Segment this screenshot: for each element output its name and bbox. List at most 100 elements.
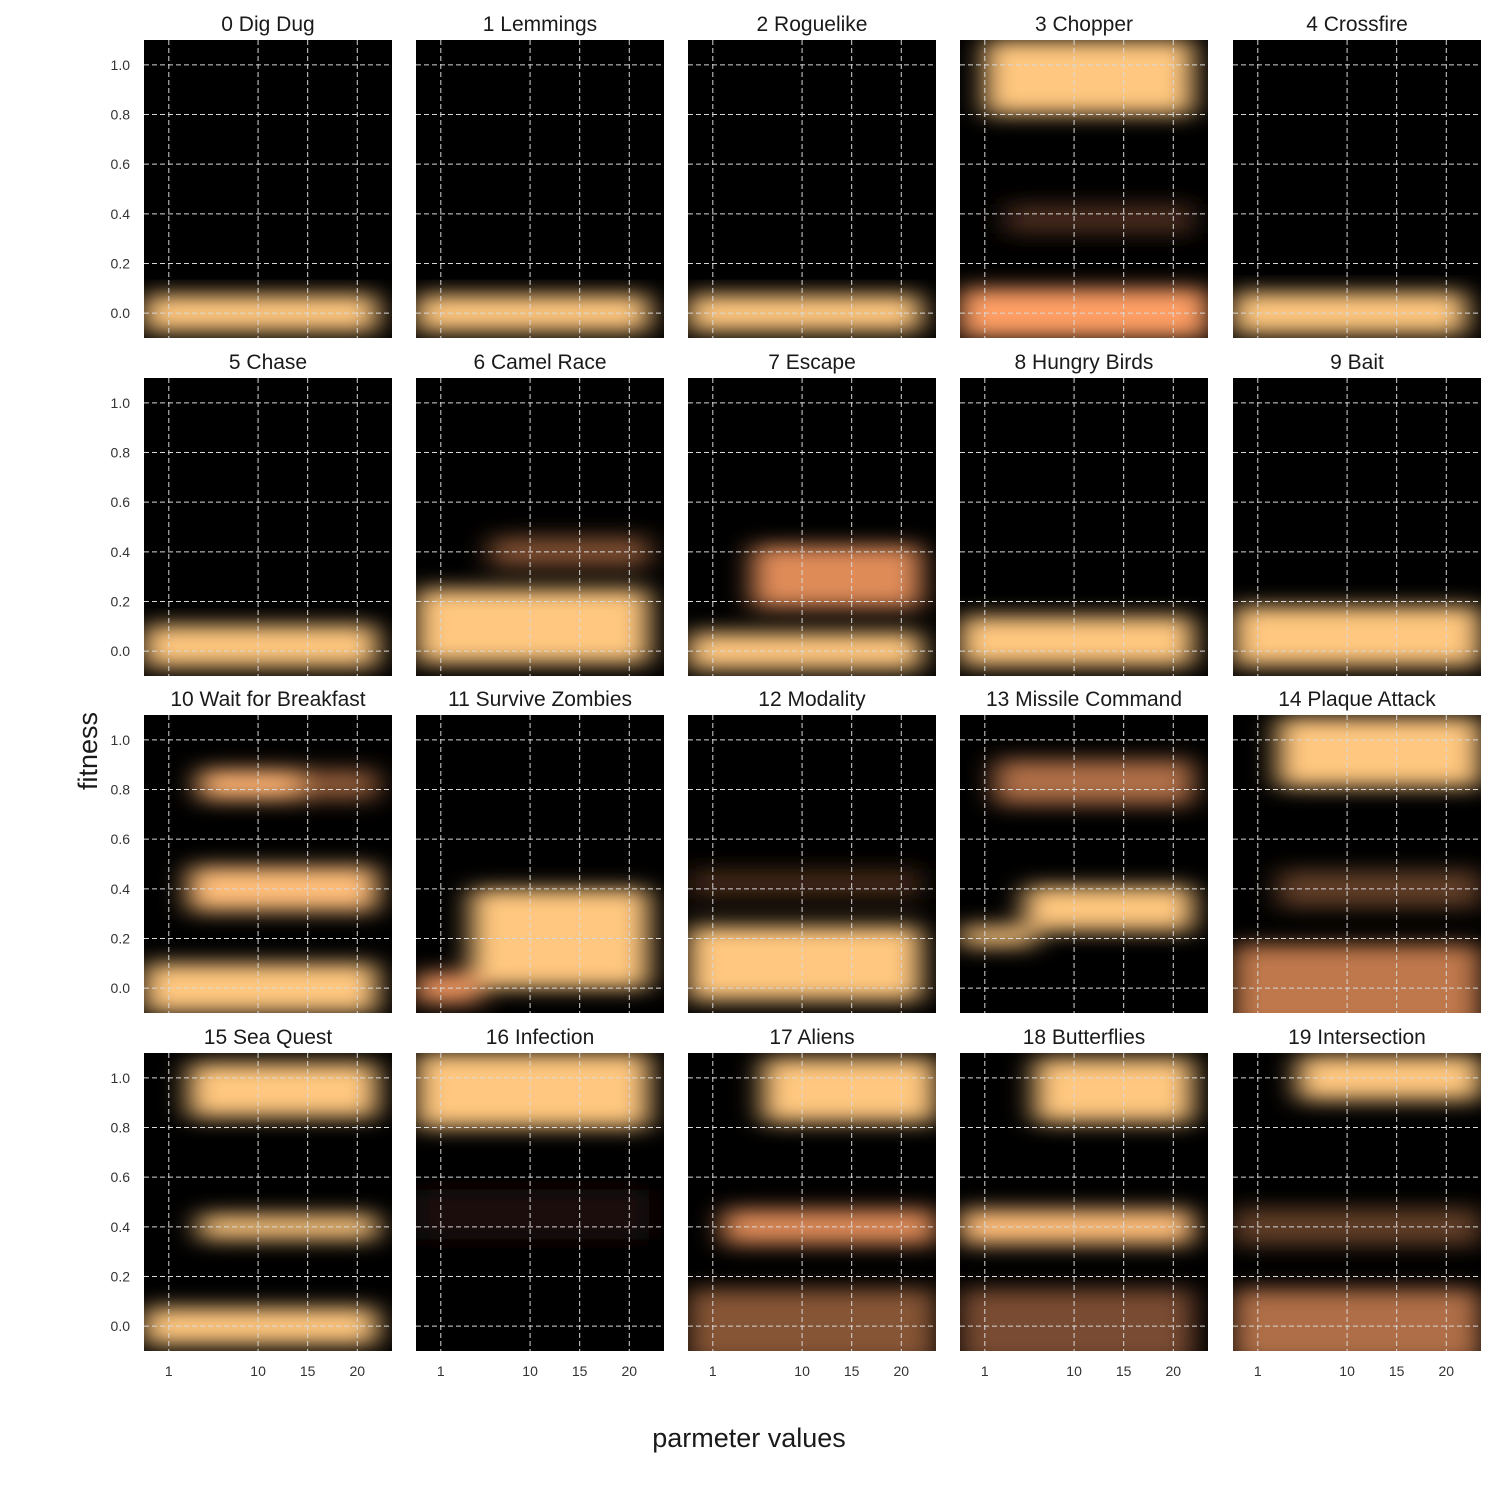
heatmap-panel: 16 Infection 1 10 15 20 — [416, 1026, 664, 1379]
y-tick-label: 0.6 — [111, 494, 131, 510]
panel-title: 17 Aliens — [769, 1026, 854, 1049]
panel-title: 18 Butterflies — [1023, 1026, 1146, 1049]
x-tick-label: 10 — [1066, 1363, 1082, 1379]
y-tick-label: 1.0 — [111, 395, 131, 411]
x-tick-label: 10 — [250, 1363, 266, 1379]
heatmap-cell — [688, 868, 922, 899]
heatmap-cell — [688, 1288, 936, 1351]
heatmap-panel: 2 Roguelike — [688, 13, 936, 338]
heatmap-panel: 9 Bait — [1233, 351, 1481, 676]
y-tick-label: 0.6 — [111, 156, 131, 172]
y-tick-label: 0.2 — [111, 1269, 131, 1285]
heatmap-panel: 15 Sea Quest 0.0 0.2 0.4 0.6 0.8 1.0 1 10 15 20 — [111, 1026, 392, 1379]
y-tick-label: 0.4 — [111, 206, 131, 222]
y-tick-label: 0.0 — [111, 980, 131, 996]
x-tick-label: 1 — [709, 1363, 717, 1379]
panel-title: 12 Modality — [758, 688, 866, 711]
heatmap-panel: 4 Crossfire — [1233, 13, 1481, 338]
heatmap-cell — [752, 545, 922, 608]
x-tick-label: 10 — [794, 1363, 810, 1379]
heatmap-cell — [1233, 1288, 1481, 1351]
heatmap-cell — [1034, 1057, 1194, 1123]
panel-title: 8 Hungry Birds — [1015, 351, 1154, 374]
heatmap-cell — [762, 1057, 936, 1123]
panel-title: 4 Crossfire — [1306, 13, 1408, 36]
heatmap-cell — [960, 616, 1194, 667]
heatmap-cell — [1233, 944, 1481, 1013]
y-tick-label: 0.2 — [111, 594, 131, 610]
heatmap-panel: 3 Chopper — [960, 13, 1208, 338]
heatmap-panel: 17 Aliens 1 10 15 20 — [688, 1026, 936, 1379]
x-tick-label: 15 — [572, 1363, 588, 1379]
heatmap-cell — [297, 769, 378, 800]
heatmap-panel: 19 Intersection 1 10 15 20 — [1233, 1026, 1481, 1379]
x-tick-label: 20 — [621, 1363, 637, 1379]
panel-title: 13 Missile Command — [986, 688, 1182, 711]
heatmap-cell — [1233, 606, 1481, 667]
heatmap-panel: 5 Chase 0.0 0.2 0.4 0.6 0.8 1.0 — [111, 351, 392, 676]
heatmap-panel: 0 Dig Dug 0.0 0.2 0.4 0.6 0.8 1.0 — [111, 13, 392, 338]
panel-background — [144, 40, 392, 338]
y-tick-label: 0.4 — [111, 544, 131, 560]
y-tick-label: 1.0 — [111, 1070, 131, 1086]
y-tick-label: 1.0 — [111, 57, 131, 73]
heatmap-panel: 13 Missile Command — [960, 688, 1208, 1013]
heatmap-panel: 1 Lemmings — [416, 13, 664, 338]
y-tick-label: 0.8 — [111, 1120, 131, 1136]
panel-background — [688, 378, 936, 676]
x-axis-label: parmeter values — [652, 1423, 846, 1453]
y-tick-label: 0.6 — [111, 1169, 131, 1185]
x-tick-label: 20 — [1438, 1363, 1454, 1379]
y-tick-label: 0.0 — [111, 643, 131, 659]
y-tick-label: 0.2 — [111, 256, 131, 272]
heatmap-panel: 18 Butterflies 1 10 15 20 — [960, 1026, 1208, 1379]
y-tick-label: 0.4 — [111, 881, 131, 897]
panel-background — [416, 40, 664, 338]
heatmap-cell — [1024, 886, 1194, 932]
heatmap-panel: 10 Wait for Breakfast 0.0 0.2 0.4 0.6 0.8 1.0 — [111, 688, 392, 1013]
panel-title: 0 Dig Dug — [221, 13, 314, 36]
x-tick-label: 15 — [300, 1363, 316, 1379]
x-tick-label: 20 — [1165, 1363, 1181, 1379]
y-tick-label: 0.8 — [111, 445, 131, 461]
panel-title: 15 Sea Quest — [204, 1026, 333, 1049]
heatmap-cell — [960, 1288, 1194, 1351]
x-tick-label: 15 — [1389, 1363, 1405, 1379]
heatmap-cell — [688, 926, 922, 1001]
heatmap-cell — [416, 589, 650, 664]
x-tick-label: 20 — [349, 1363, 365, 1379]
panel-background — [688, 40, 936, 338]
heatmap-cell — [416, 1189, 650, 1240]
x-tick-label: 10 — [1339, 1363, 1355, 1379]
heatmap-cell — [188, 1062, 378, 1118]
heatmap-cell — [144, 625, 378, 668]
panel-title: 19 Intersection — [1288, 1026, 1426, 1049]
panel-grid: 0 Dig Dug 0.0 0.2 0.4 0.6 0.8 1.0 1 Lemmings 2 R… — [111, 13, 1481, 1379]
y-tick-label: 0.4 — [111, 1219, 131, 1235]
y-tick-label: 1.0 — [111, 732, 131, 748]
panel-title: 7 Escape — [768, 351, 856, 374]
x-tick-label: 15 — [844, 1363, 860, 1379]
heatmap-panel: 11 Survive Zombies — [416, 688, 664, 1013]
panel-title: 2 Roguelike — [757, 13, 868, 36]
panel-title: 10 Wait for Breakfast — [170, 688, 365, 711]
heatmap-cell — [416, 1053, 650, 1128]
heatmap-panel: 14 Plaque Attack — [1233, 688, 1481, 1013]
panel-title: 14 Plaque Attack — [1278, 688, 1436, 711]
heatmap-panel: 6 Camel Race — [416, 351, 664, 676]
x-tick-label: 1 — [437, 1363, 445, 1379]
panel-title: 3 Chopper — [1035, 13, 1133, 36]
x-tick-label: 1 — [165, 1363, 173, 1379]
panel-background — [1233, 40, 1481, 338]
heatmap-cell — [198, 769, 298, 800]
y-tick-label: 0.0 — [111, 305, 131, 321]
heatmap-panel: 7 Escape — [688, 351, 936, 676]
heatmap-panel: 8 Hungry Birds — [960, 351, 1208, 676]
y-tick-label: 0.6 — [111, 831, 131, 847]
y-axis-label: fitness — [73, 712, 103, 790]
y-tick-label: 0.8 — [111, 782, 131, 798]
panel-title: 11 Survive Zombies — [448, 688, 632, 711]
panel-title: 9 Bait — [1330, 351, 1384, 374]
panel-title: 6 Camel Race — [473, 351, 606, 374]
